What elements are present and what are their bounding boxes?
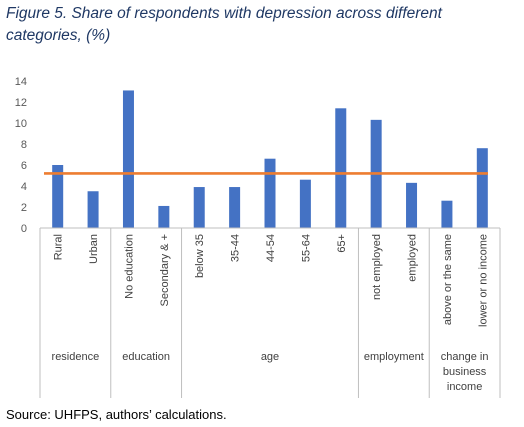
- group-label: business: [443, 366, 487, 378]
- source-note: Source: UHFPS, authors’ calculations.: [6, 407, 227, 422]
- y-tick-label: 0: [21, 223, 27, 235]
- bar: [87, 191, 99, 228]
- category-label: 65+: [336, 234, 348, 253]
- bar: [406, 182, 418, 228]
- bar: [229, 187, 241, 228]
- group-label: change in: [441, 351, 489, 363]
- y-tick-label: 8: [21, 139, 27, 151]
- group-label: age: [261, 351, 279, 363]
- category-label: 55-64: [300, 234, 312, 262]
- y-tick-label: 4: [21, 181, 27, 193]
- category-label: lower or no income: [477, 234, 489, 327]
- y-tick-label: 10: [15, 118, 27, 130]
- figure-title: Figure 5. Share of respondents with depr…: [6, 5, 442, 44]
- category-label: No education: [123, 234, 135, 299]
- depression-bar-chart: 0 2 4 6 8 10 12 14 Rural Urban No education Seconda…: [15, 76, 501, 398]
- y-tick-label: 12: [15, 97, 27, 109]
- bar: [299, 179, 311, 228]
- category-label: 44-54: [265, 234, 277, 262]
- group-label: income: [447, 381, 482, 393]
- bar: [335, 108, 347, 228]
- bar: [52, 165, 64, 228]
- category-label: above or the same: [442, 234, 454, 325]
- category-label: Rural: [53, 234, 65, 260]
- category-label: below 35: [194, 234, 206, 278]
- category-label: not employed: [371, 234, 383, 300]
- bar: [264, 158, 276, 228]
- bar: [193, 187, 205, 228]
- bar: [441, 200, 453, 228]
- category-label: Urban: [88, 234, 100, 264]
- bar: [158, 205, 170, 228]
- group-label: residence: [52, 351, 100, 363]
- group-label: education: [122, 351, 170, 363]
- y-tick-label: 6: [21, 160, 27, 172]
- y-tick-label: 14: [15, 76, 27, 88]
- bar: [122, 90, 134, 228]
- y-tick-label: 2: [21, 202, 27, 214]
- bar: [476, 148, 488, 228]
- category-label: Secondary & +: [159, 234, 171, 306]
- category-label: 35-44: [230, 234, 242, 262]
- group-label: employment: [364, 351, 424, 363]
- category-label: employed: [407, 234, 419, 282]
